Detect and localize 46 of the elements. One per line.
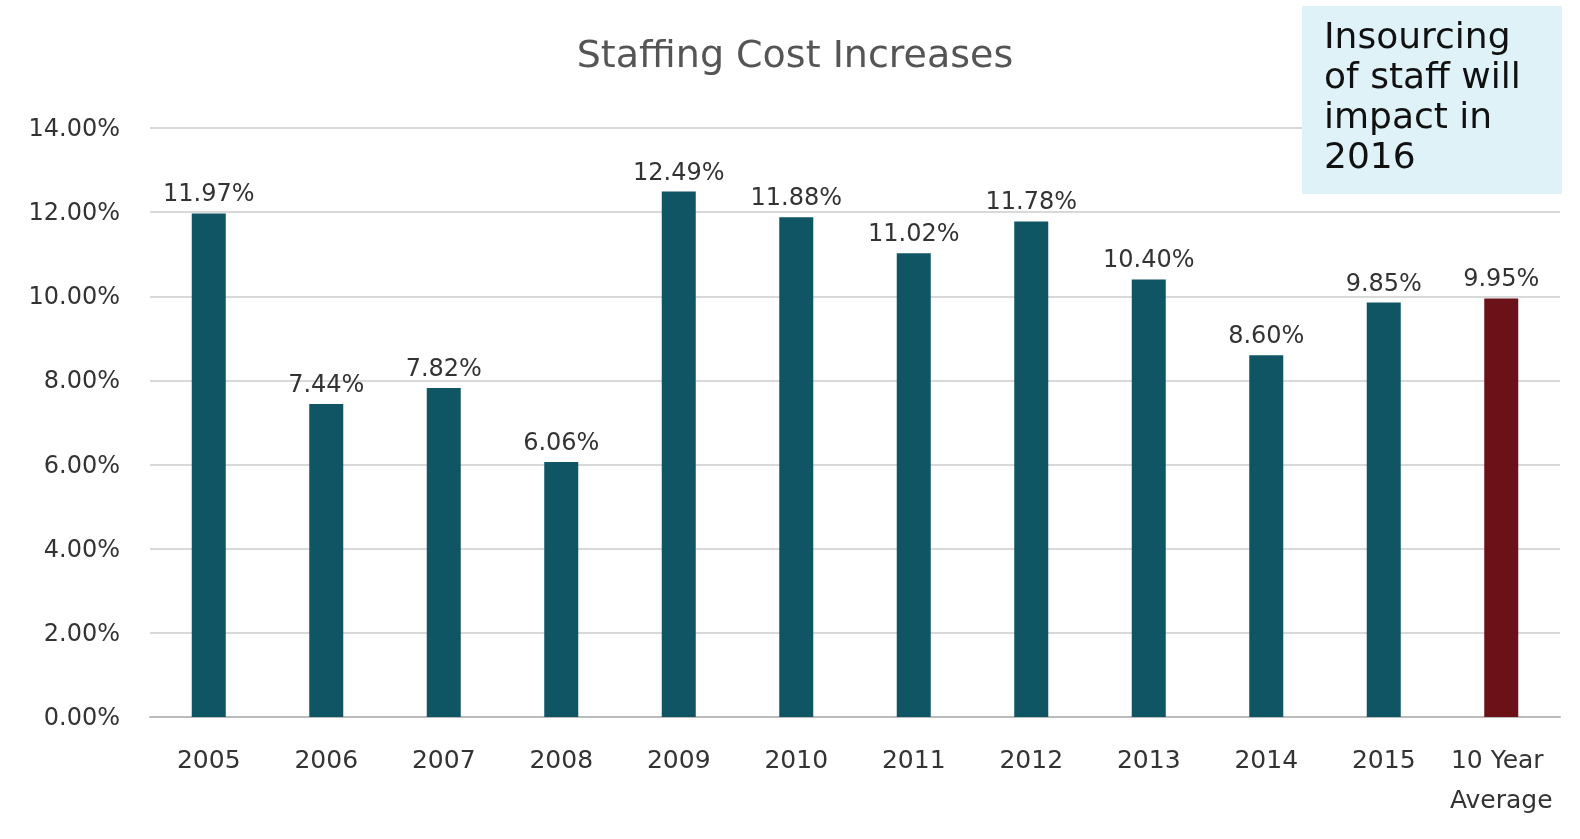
data-label: 11.02% — [867, 219, 960, 248]
bar — [1484, 298, 1519, 717]
data-label: 10.40% — [1102, 245, 1195, 274]
x-tick-label: 2015 — [1351, 744, 1416, 774]
y-tick-label: 10.00% — [28, 282, 120, 311]
bar — [779, 217, 814, 717]
bar — [1131, 279, 1166, 717]
x-tick-label: 2008 — [529, 744, 594, 774]
data-label: 9.95% — [1463, 264, 1540, 293]
bar — [309, 403, 344, 717]
bar — [191, 213, 226, 717]
y-tick-label: 4.00% — [43, 534, 120, 563]
chart-title: Staffing Cost Increases — [576, 32, 1014, 76]
y-tick-label: 12.00% — [28, 198, 120, 227]
y-tick-label: 8.00% — [43, 366, 120, 395]
data-label: 11.88% — [750, 183, 843, 212]
bar — [426, 388, 461, 717]
x-tick-label: 2012 — [999, 744, 1064, 774]
x-tick-label: 2007 — [411, 744, 476, 774]
data-label: 7.82% — [405, 354, 482, 382]
x-tick-label: 2011 — [881, 744, 946, 774]
bar — [1014, 221, 1049, 717]
bar — [896, 253, 931, 717]
x-tick-label: 2013 — [1116, 744, 1181, 774]
data-label: 6.06% — [523, 428, 600, 457]
x-tick-label: 2014 — [1234, 744, 1299, 774]
data-label: 7.44% — [288, 369, 365, 398]
bar — [1366, 302, 1401, 717]
x-tick-label: 2009 — [646, 744, 711, 774]
x-tick-label: 10 Year Average — [1449, 744, 1553, 814]
data-label: 12.49% — [632, 157, 725, 186]
data-label: 11.78% — [985, 187, 1078, 216]
bar — [1249, 355, 1284, 717]
bar — [544, 462, 579, 717]
x-tick-label: 2010 — [764, 744, 829, 774]
y-tick-label: 6.00% — [43, 450, 120, 479]
x-tick-label: 2006 — [294, 744, 359, 774]
y-tick-label: 2.00% — [43, 618, 120, 647]
data-label: 8.60% — [1228, 321, 1305, 350]
annotation: Insourcing of staff will impact in 2016 — [1302, 6, 1562, 194]
data-label: 9.85% — [1345, 268, 1422, 297]
y-tick-label: 14.00% — [28, 114, 120, 142]
x-tick-label: 2005 — [176, 744, 241, 774]
data-label: 11.97% — [162, 179, 255, 208]
bar — [661, 191, 696, 717]
y-tick-label: 0.00% — [43, 703, 120, 731]
